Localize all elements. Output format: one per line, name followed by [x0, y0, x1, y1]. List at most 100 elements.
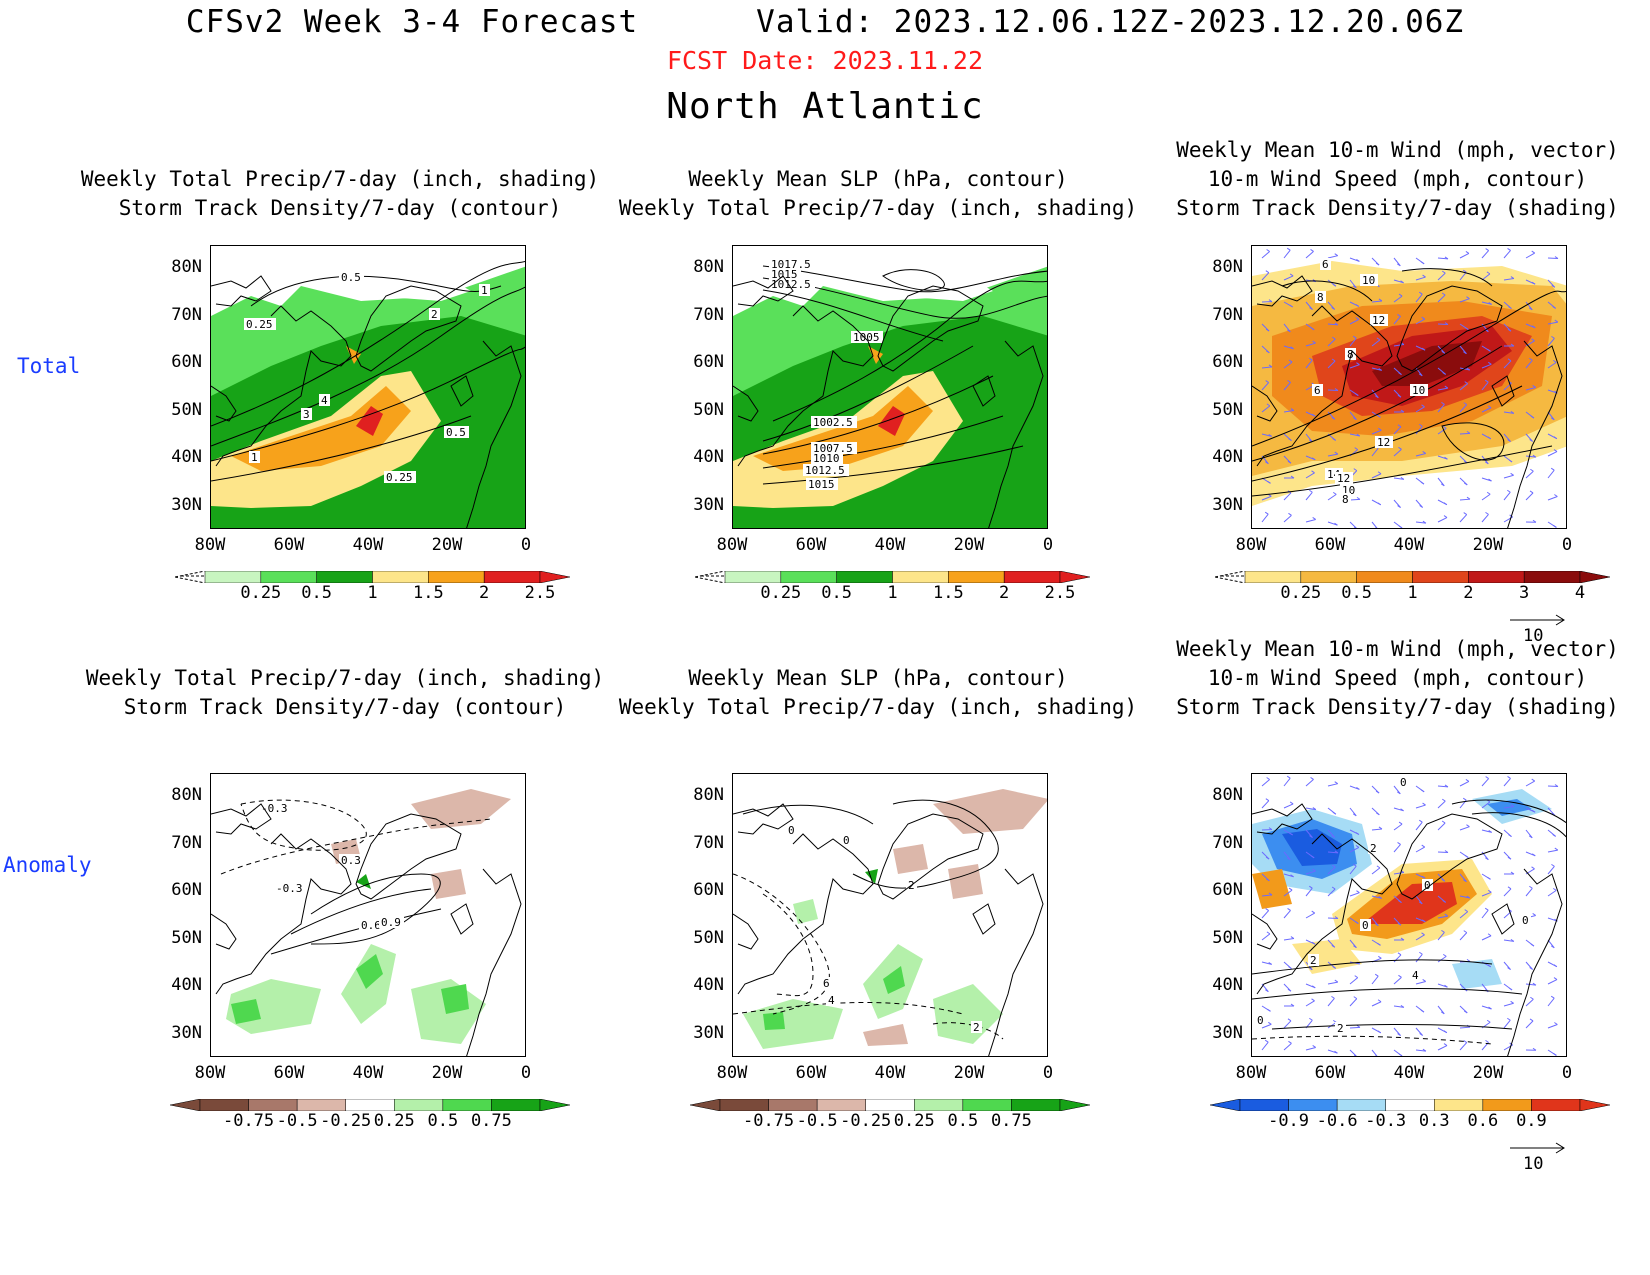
contour-label: 1010 — [813, 452, 840, 465]
contour-line — [733, 873, 830, 1015]
contour-label: 6 — [1322, 258, 1329, 271]
contour-label: 2 — [973, 1021, 980, 1034]
map-precip-storm-anomaly: -0.3 -0.3 0.3 0.6 0.9 — [210, 773, 526, 1057]
precip-anom-shade — [948, 864, 983, 899]
colorbar-label: -0.25 — [320, 1111, 372, 1131]
lat-tick-label: 80N — [1212, 257, 1243, 277]
contour-line — [211, 260, 525, 427]
colorbar-precip-anomaly-2: -0.75 -0.5 -0.25 0.25 0.5 0.75 — [690, 1099, 1090, 1131]
contour-label: 2 — [1310, 954, 1317, 967]
panel-6-title: Weekly Mean 10-m Wind (mph, vector) 10-m… — [1176, 637, 1619, 719]
contour-line — [733, 1001, 964, 1015]
lat-tick-label: 50N — [171, 927, 202, 948]
colorbar-label: 0.25 — [893, 1111, 935, 1131]
lon-tick-label: 80W — [716, 1063, 748, 1083]
contour-line — [852, 799, 999, 889]
contour-line — [762, 265, 1047, 293]
lon-tick-label: 40W — [1393, 1063, 1425, 1083]
contour-line — [772, 280, 1047, 422]
lat-tick-label: 80N — [693, 257, 724, 277]
storm-anom-shade — [1452, 959, 1502, 989]
lat-tick-label: 80N — [171, 257, 202, 277]
lat-tick-label: 40N — [171, 447, 202, 467]
lon-tick-label: 0 — [1042, 535, 1054, 555]
forecast-title: CFSv2 Week 3-4 Forecast Valid: 2023.12.0… — [185, 4, 1465, 40]
panel-3-title: Weekly Mean 10-m Wind (mph, vector) 10-m… — [1176, 138, 1619, 220]
contour-label: 6 — [823, 977, 830, 990]
lat-tick-label: 50N — [693, 399, 724, 420]
contour-label: 10 — [1362, 274, 1375, 287]
contour-label: 1015 — [771, 268, 798, 281]
lon-tick-label: 0 — [1042, 1063, 1054, 1083]
lat-tick-label: 60N — [171, 352, 202, 372]
coastline — [733, 275, 1044, 528]
lat-tick-label: 60N — [171, 880, 202, 900]
lon-tick-label: 40W — [1393, 535, 1425, 555]
colorbar-label: 0.5 — [821, 583, 853, 603]
coastline — [1252, 275, 1563, 528]
colorbar-swatch — [1011, 1099, 1061, 1111]
colorbar-swatch — [296, 1099, 346, 1111]
contour-label: 8 — [1347, 348, 1354, 361]
colorbar-swatch — [204, 571, 262, 583]
contour-line — [1471, 812, 1566, 838]
lon-tick-label: 40W — [874, 535, 906, 555]
colorbar-swatch — [316, 571, 373, 583]
map-precip-storm-total: 0.5 1 2 0.25 4 3 0.5 1 0.25 — [210, 245, 526, 529]
lon-tick-label: 40W — [352, 1063, 384, 1083]
lon-tick-label: 60W — [1314, 535, 1346, 555]
colorbar-label: 0.25 — [760, 583, 802, 603]
lat-tick-label: 80N — [171, 785, 202, 805]
coastline — [1252, 803, 1563, 1056]
colorbar-swatch — [248, 1099, 298, 1111]
contour-label: 0.25 — [386, 471, 413, 484]
lon-tick-label: 20W — [953, 535, 985, 555]
contour-line — [220, 818, 492, 875]
panel-5-title: Weekly Mean SLP (hPa, contour) Weekly To… — [618, 666, 1138, 719]
contour-label: 0 — [1424, 879, 1431, 892]
lat-tick-label: 70N — [693, 304, 724, 325]
contour-label: 8 — [1317, 291, 1324, 304]
colorbar-label: 0.75 — [470, 1111, 512, 1131]
colorbar-label: 2.5 — [1044, 583, 1076, 603]
panel-2-title: Weekly Mean SLP (hPa, contour) Weekly To… — [618, 167, 1138, 220]
lat-tick-label: 70N — [171, 304, 202, 325]
colorbar-swatch — [1531, 1099, 1581, 1111]
precip-anom-shade — [793, 899, 818, 924]
colorbar-label: 0.25 — [240, 583, 282, 603]
colorbar-swatch — [948, 571, 1005, 583]
contour-line — [270, 908, 442, 955]
precip-anom-shade — [763, 1012, 785, 1030]
colorbar-label: -0.75 — [742, 1111, 795, 1131]
contour-label: 0 — [788, 824, 795, 837]
contour-label: -0.3 — [276, 882, 303, 895]
panel-4-title: Weekly Total Precip/7-day (inch, shading… — [85, 666, 605, 719]
contour-line — [742, 804, 874, 825]
lon-tick-label: 80W — [194, 1063, 226, 1083]
colorbar-label: 0.5 — [947, 1111, 979, 1131]
contour-label: 0 — [1400, 776, 1407, 789]
lat-tick-label: 80N — [693, 785, 724, 805]
colorbar-label: -0.3 — [1365, 1111, 1407, 1131]
colorbar-label: 0.5 — [1341, 583, 1373, 603]
coastline — [733, 803, 1044, 1056]
precip-anom-shade — [441, 984, 469, 1014]
colorbar-swatch — [1356, 571, 1413, 583]
precip-anom-shade — [883, 966, 905, 994]
contour-line — [1281, 280, 1373, 302]
contour-label: 8 — [1342, 493, 1349, 506]
lat-tick-label: 50N — [693, 927, 724, 948]
contour-label: 0 — [1362, 919, 1369, 932]
contour-label: 2 — [1337, 1022, 1344, 1035]
contour-line — [1401, 268, 1493, 287]
colorbar-swatch — [780, 571, 837, 583]
colorbar-swatch — [1434, 1099, 1484, 1111]
colorbar-swatch — [491, 1099, 541, 1111]
colorbar-precip-total: 0.25 0.5 1 1.5 2 2.5 — [175, 571, 570, 603]
lat-tick-label: 30N — [693, 1022, 724, 1043]
contour-label: 0 — [1522, 914, 1529, 927]
colorbar-swatch — [199, 1099, 249, 1111]
lat-tick-label: 40N — [171, 975, 202, 995]
colorbar-label: -0.6 — [1316, 1111, 1358, 1131]
lon-tick-label: 80W — [1235, 1063, 1267, 1083]
